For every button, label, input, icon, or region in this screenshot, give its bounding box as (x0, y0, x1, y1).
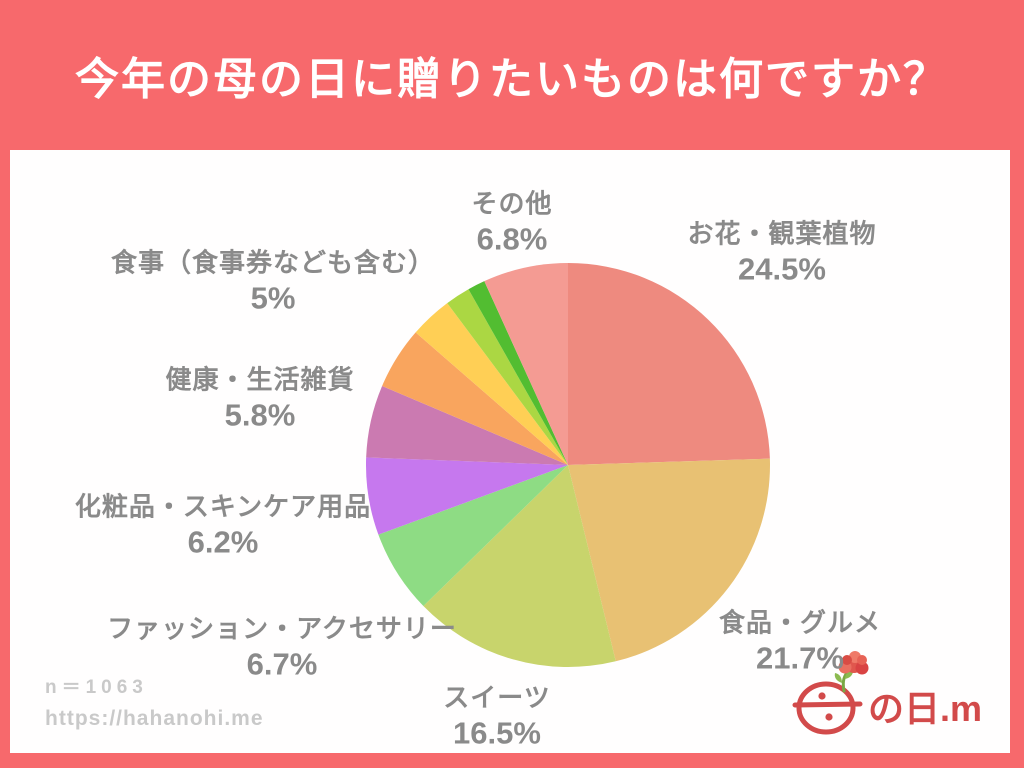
slice-label-ファッション・アクセサリー: ファッション・アクセサリー 6.7% (107, 613, 457, 682)
slice-label-お花・観葉植物: お花・観葉植物 24.5% (687, 218, 876, 287)
sample-size-label: n＝1063 (45, 677, 148, 698)
slice-label-食品・グルメ: 食品・グルメ 21.7% (719, 607, 881, 676)
slice-label-name: 食品・グルメ (718, 607, 882, 638)
slice-label-スイーツ: スイーツ 16.5% (443, 682, 550, 751)
slice-label-percent: 5.8% (224, 397, 296, 433)
hahanohi-logo: の日.me (792, 651, 982, 739)
slice-label-name: スイーツ (443, 682, 551, 713)
source-url-label: https://hahanohi.me (45, 707, 264, 730)
slice-label-name: 健康・生活雑貨 (165, 364, 355, 395)
slice-label-その他: その他 6.8% (471, 188, 552, 257)
slice-label-健康・生活雑貨: 健康・生活雑貨 5.8% (165, 364, 354, 433)
logo-text: の日.me (868, 688, 982, 729)
slice-label-化粧品・スキンケア用品: 化粧品・スキンケア用品 6.2% (75, 491, 371, 560)
slice-label-name: 食事（食事券なども含む） (110, 247, 436, 278)
slice-label-name: 化粧品・スキンケア用品 (74, 491, 372, 522)
slice-label-食事（食事券なども含む）: 食事（食事券なども含む） 5% (111, 247, 435, 316)
slice-label-name: その他 (471, 188, 553, 219)
slice-label-percent: 6.2% (187, 524, 259, 560)
slice-label-percent: 24.5% (738, 251, 826, 287)
slice-label-percent: 16.5% (453, 715, 541, 751)
slice-label-percent: 5% (250, 280, 296, 316)
slice-label-percent: 6.8% (476, 221, 548, 257)
slice-label-percent: 21.7% (756, 640, 844, 676)
slice-label-percent: 6.7% (246, 646, 318, 682)
page-title: 今年の母の日に贈りたいものは何ですか？ (75, 55, 949, 104)
footnote: n＝1063 https://hahanohi.me (45, 672, 264, 731)
slice-label-name: ファッション・アクセサリー (107, 613, 457, 644)
slice-label-name: お花・観葉植物 (687, 218, 877, 249)
header-band: 今年の母の日に贈りたいものは何ですか？ (0, 0, 1024, 150)
mother-day-logo-icon: の日.me (792, 651, 982, 735)
